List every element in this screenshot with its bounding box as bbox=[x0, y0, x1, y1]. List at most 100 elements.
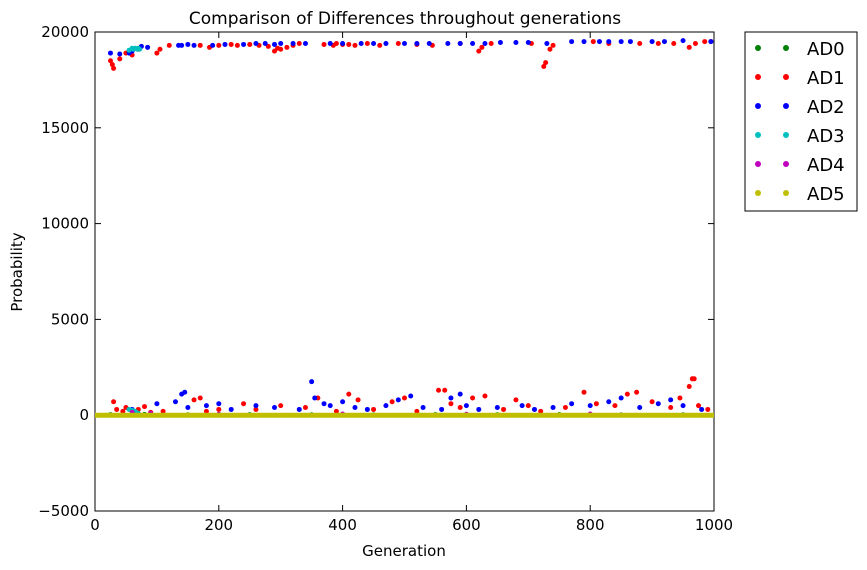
data-point bbox=[179, 42, 185, 48]
data-point bbox=[661, 39, 667, 45]
data-point bbox=[544, 40, 550, 46]
y-tick-label: 15000 bbox=[41, 119, 89, 137]
data-point bbox=[541, 63, 547, 69]
data-point bbox=[569, 39, 575, 45]
data-point bbox=[241, 41, 247, 47]
data-point bbox=[160, 408, 166, 414]
y-tick-label: 10000 bbox=[41, 215, 89, 233]
data-point bbox=[402, 40, 407, 46]
data-point bbox=[634, 389, 640, 395]
legend-box bbox=[744, 31, 858, 212]
data-point bbox=[691, 376, 697, 382]
data-point bbox=[216, 42, 222, 48]
data-point bbox=[321, 41, 327, 47]
data-point bbox=[216, 401, 222, 407]
data-point bbox=[618, 395, 624, 401]
data-point bbox=[596, 39, 602, 45]
data-point bbox=[550, 42, 556, 48]
legend-label: AD3 bbox=[807, 126, 845, 147]
data-point bbox=[262, 40, 268, 46]
data-point bbox=[296, 406, 302, 412]
data-point bbox=[172, 399, 178, 405]
data-point bbox=[284, 44, 290, 50]
data-point bbox=[457, 391, 463, 397]
data-point bbox=[253, 406, 259, 412]
data-point bbox=[671, 40, 677, 46]
data-point bbox=[191, 42, 197, 48]
data-point bbox=[655, 40, 661, 46]
data-point bbox=[371, 40, 377, 46]
data-point bbox=[296, 40, 302, 46]
data-point bbox=[420, 405, 426, 411]
y-tick-label: 20000 bbox=[41, 23, 89, 41]
y-tick-label: −5000 bbox=[38, 502, 89, 520]
data-point bbox=[655, 401, 661, 407]
data-point bbox=[253, 403, 259, 409]
data-point bbox=[166, 42, 172, 48]
data-point bbox=[686, 44, 692, 50]
data-point bbox=[562, 405, 568, 411]
data-point bbox=[358, 40, 364, 46]
data-point bbox=[606, 39, 612, 45]
data-point bbox=[352, 42, 358, 48]
data-point bbox=[321, 401, 327, 407]
legend: AD0 AD1 AD2 AD3 AD4 AD5 bbox=[744, 31, 858, 212]
legend-label: AD2 bbox=[807, 97, 845, 118]
legend-marker bbox=[755, 74, 761, 80]
data-point bbox=[137, 46, 143, 52]
data-point bbox=[705, 406, 711, 412]
data-point bbox=[593, 401, 599, 407]
data-point bbox=[702, 39, 708, 45]
data-point bbox=[699, 406, 705, 412]
data-point bbox=[538, 408, 544, 414]
legend-marker bbox=[755, 45, 761, 51]
data-point bbox=[668, 405, 674, 411]
data-point bbox=[364, 406, 370, 412]
data-point bbox=[482, 393, 488, 399]
legend-marker bbox=[755, 161, 761, 167]
data-point bbox=[442, 387, 448, 393]
data-point bbox=[677, 395, 683, 401]
legend-marker bbox=[783, 190, 789, 196]
data-point bbox=[513, 397, 519, 403]
data-point bbox=[686, 383, 692, 389]
x-tick-label: 800 bbox=[576, 516, 605, 534]
data-point bbox=[228, 41, 234, 47]
data-point bbox=[216, 406, 222, 412]
data-point bbox=[272, 41, 278, 47]
data-point bbox=[222, 41, 228, 47]
data-point bbox=[120, 408, 126, 414]
data-point bbox=[408, 393, 414, 399]
data-point bbox=[197, 395, 203, 401]
data-point bbox=[241, 401, 247, 407]
data-point bbox=[203, 408, 209, 414]
x-tick-label: 200 bbox=[204, 516, 233, 534]
data-point bbox=[203, 403, 209, 409]
data-point bbox=[191, 397, 197, 403]
data-point bbox=[333, 408, 339, 414]
data-point bbox=[612, 403, 618, 409]
legend-label: AD0 bbox=[807, 39, 845, 60]
data-point bbox=[708, 39, 714, 45]
data-point bbox=[142, 404, 148, 410]
data-point bbox=[182, 389, 188, 395]
x-tick-label: 400 bbox=[328, 516, 357, 534]
data-point bbox=[470, 40, 476, 46]
data-point bbox=[692, 40, 698, 46]
data-point bbox=[111, 399, 117, 405]
data-point bbox=[107, 58, 113, 64]
legend-label: AD4 bbox=[807, 155, 845, 176]
y-axis-label: Probability bbox=[8, 232, 26, 311]
data-point bbox=[309, 379, 315, 385]
data-point bbox=[383, 403, 389, 409]
legend-marker bbox=[755, 190, 761, 196]
data-point bbox=[364, 40, 370, 46]
data-point bbox=[327, 403, 333, 409]
x-tick-label: 1000 bbox=[695, 516, 733, 534]
data-point bbox=[346, 41, 352, 47]
data-point bbox=[228, 406, 234, 412]
data-point bbox=[479, 44, 485, 50]
data-point bbox=[395, 397, 401, 403]
data-point bbox=[371, 406, 377, 412]
x-axis-label: Generation bbox=[362, 542, 446, 560]
